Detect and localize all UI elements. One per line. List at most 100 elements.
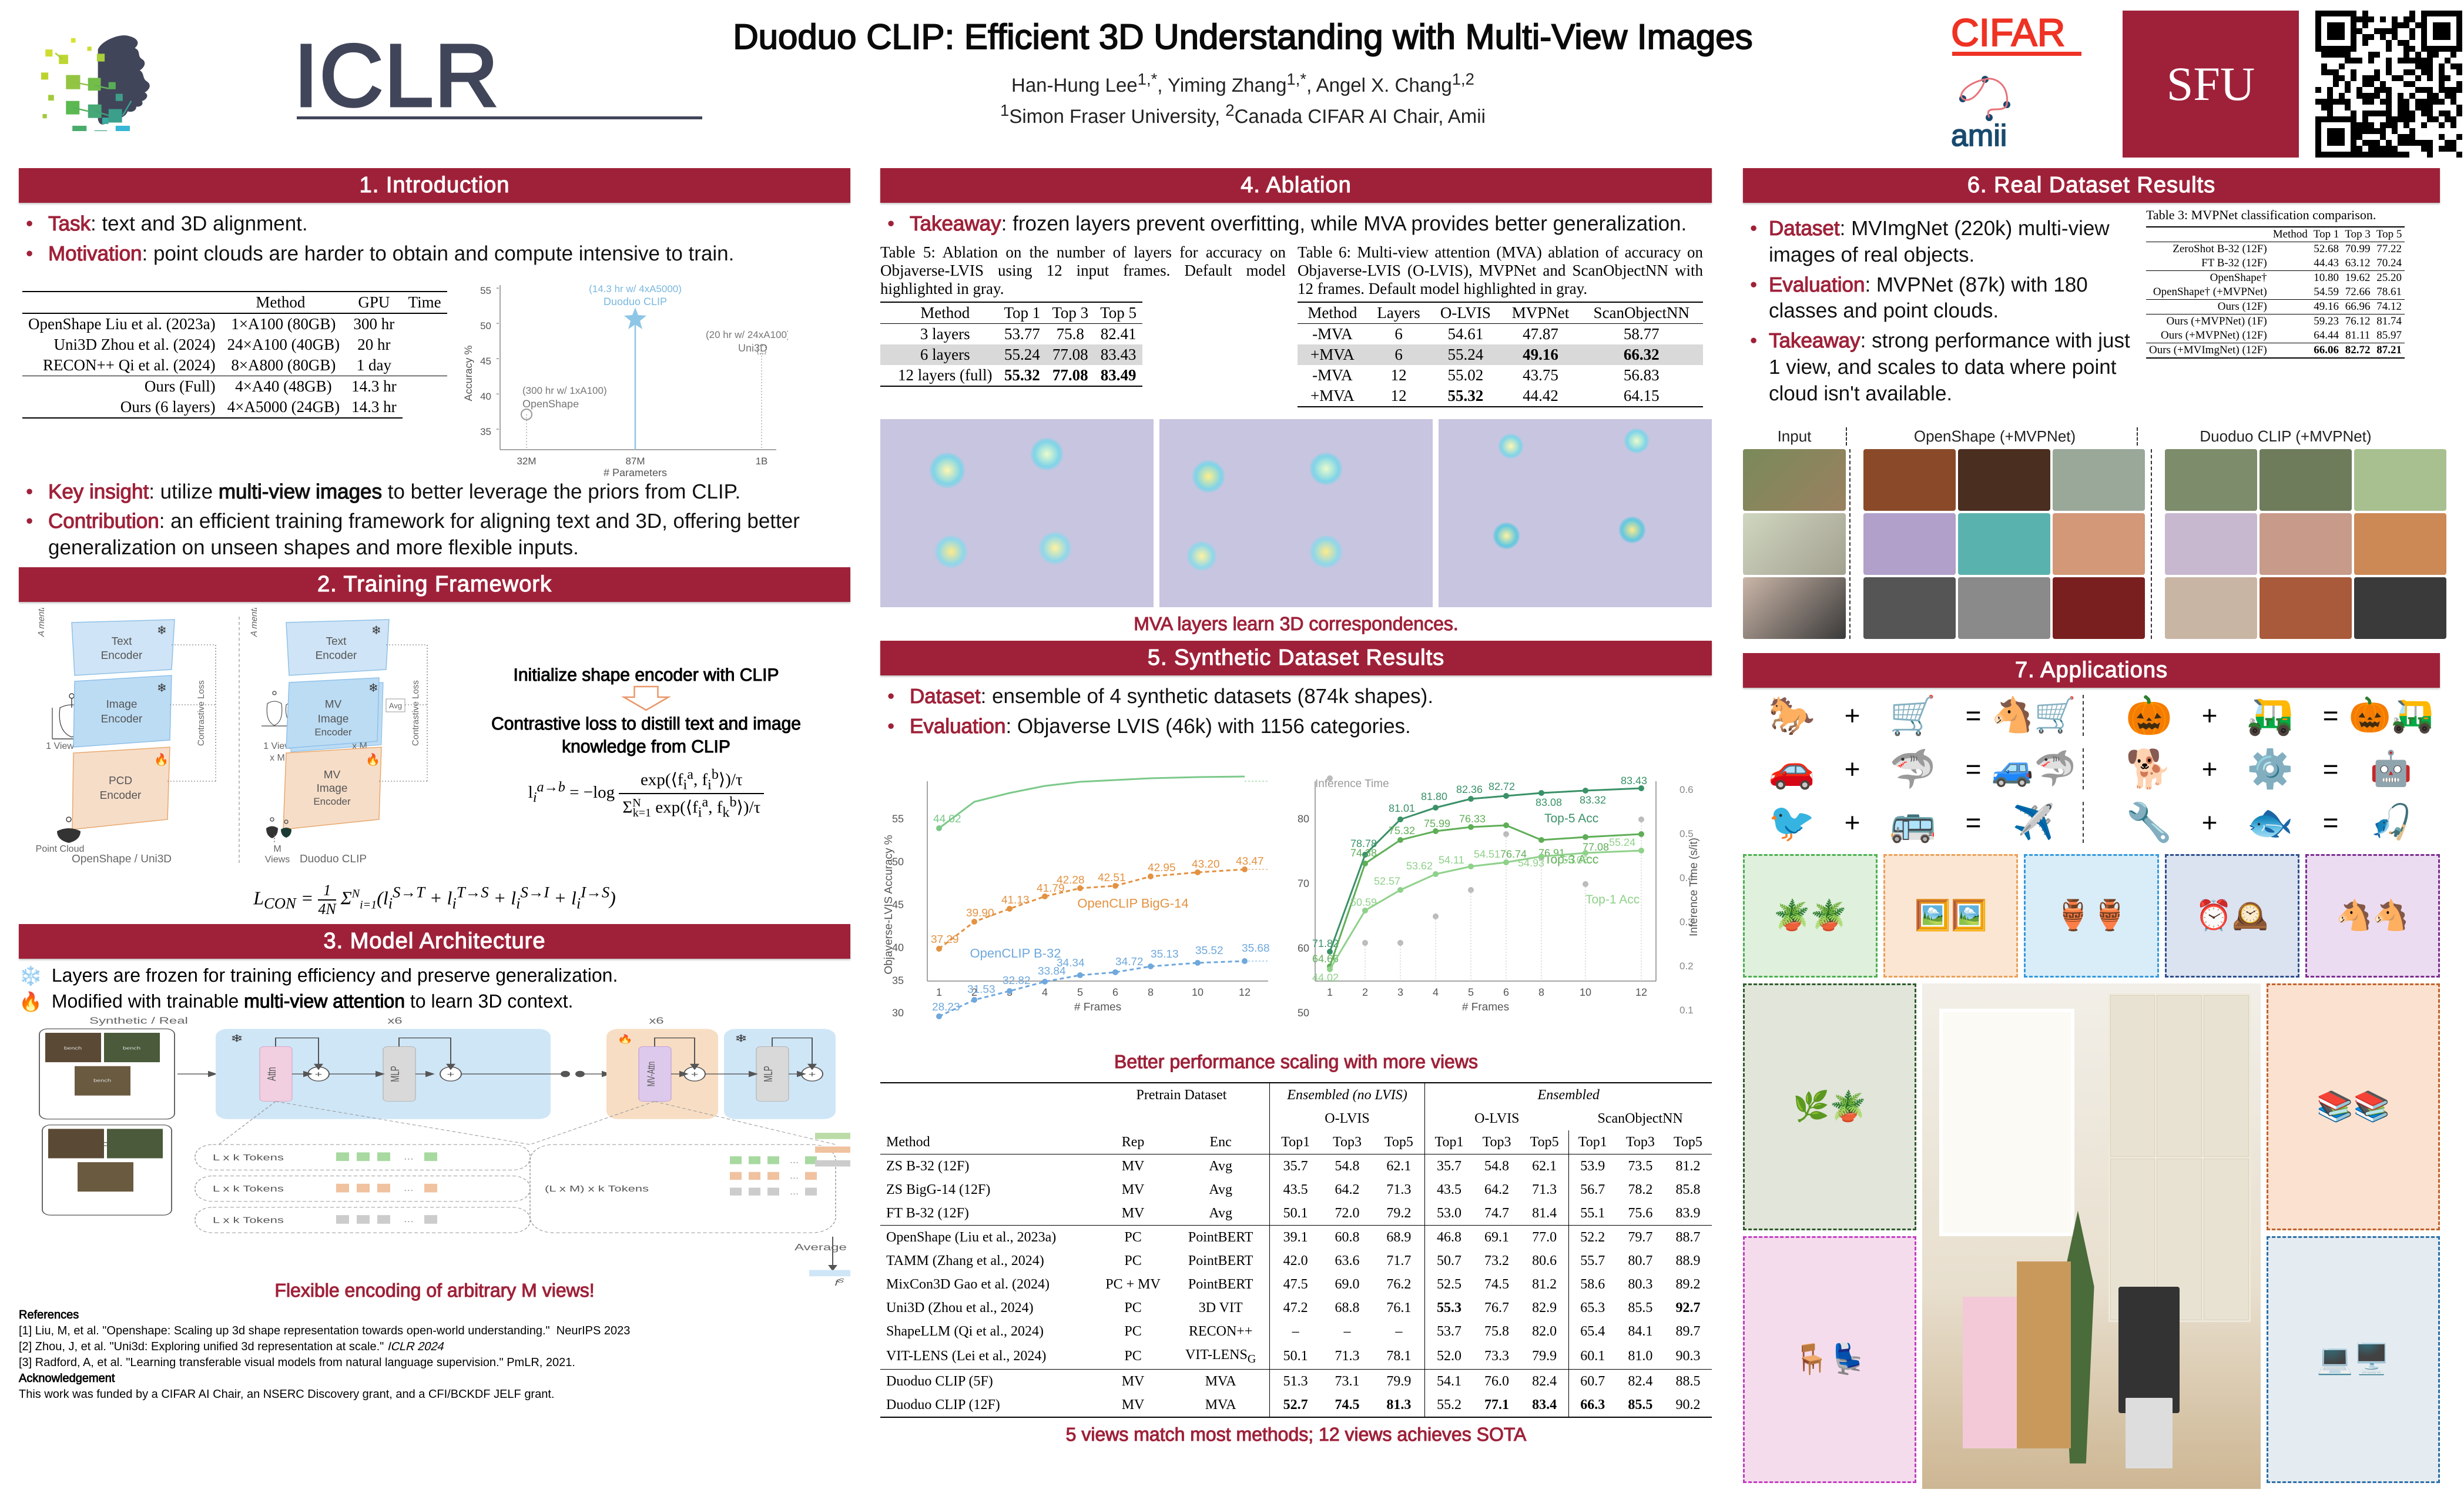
svg-text:60: 60	[1298, 942, 1309, 954]
svg-text:5: 5	[1077, 986, 1083, 998]
svg-text:L x k Tokens: L x k Tokens	[213, 1152, 284, 1162]
svg-text:Views: Views	[265, 855, 290, 865]
svg-text:A mental cradle chair ...: A mental cradle chair ...	[36, 608, 46, 637]
svg-text:x M: x M	[270, 753, 285, 763]
svg-text:MLP: MLP	[762, 1066, 775, 1082]
svg-text:45: 45	[480, 356, 491, 367]
svg-text:Synthetic / Real: Synthetic / Real	[89, 1016, 188, 1026]
svg-text:-: -	[496, 353, 499, 364]
svg-text:-: -	[496, 317, 499, 329]
svg-text:32M: 32M	[517, 456, 536, 467]
svg-text:50.59: 50.59	[1350, 896, 1377, 908]
svg-text:81.80: 81.80	[1421, 791, 1447, 802]
svg-text:(L x M) x k Tokens: (L x M) x k Tokens	[545, 1184, 649, 1193]
svg-text:Top-1 Acc: Top-1 Acc	[1585, 893, 1640, 906]
svg-text:4: 4	[1433, 986, 1439, 998]
svg-text:Uni3D: Uni3D	[738, 342, 767, 354]
svg-text:Text: Text	[326, 635, 347, 648]
svg-text:MV: MV	[325, 698, 342, 711]
svg-text:55: 55	[892, 813, 904, 825]
svg-text:M: M	[273, 844, 281, 854]
svg-text:# Frames: # Frames	[1074, 1001, 1121, 1013]
svg-text:70: 70	[1298, 878, 1309, 889]
svg-text:54.51: 54.51	[1474, 848, 1500, 860]
svg-text:39.90: 39.90	[966, 907, 994, 919]
svg-text:OpenCLIP B-32: OpenCLIP B-32	[970, 946, 1061, 960]
svg-text:...: ...	[404, 1184, 414, 1193]
svg-text:35.13: 35.13	[1151, 948, 1179, 960]
svg-text:Contrastive Loss: Contrastive Loss	[196, 680, 206, 746]
svg-text:Encoder: Encoder	[100, 789, 142, 802]
svg-text:8: 8	[1538, 986, 1544, 998]
svg-text:2: 2	[1362, 986, 1368, 998]
svg-text:43.47: 43.47	[1236, 855, 1264, 868]
svg-text:Average: Average	[794, 1243, 847, 1253]
svg-text:Top-5 Acc: Top-5 Acc	[1544, 812, 1598, 825]
svg-text:87M: 87M	[625, 456, 645, 467]
svg-text:50: 50	[480, 320, 491, 332]
svg-text:x6: x6	[387, 1016, 402, 1026]
svg-text:# Frames: # Frames	[1462, 1001, 1509, 1013]
svg-text:-: -	[496, 388, 499, 399]
svg-text:10: 10	[1580, 986, 1591, 998]
svg-text:bench: bench	[64, 1046, 82, 1050]
svg-text:bench: bench	[123, 1046, 140, 1050]
svg-text:Encoder: Encoder	[314, 727, 352, 738]
svg-text:...: ...	[790, 1189, 799, 1196]
svg-text:...: ...	[790, 1157, 799, 1164]
svg-text:⋮: ⋮	[270, 834, 279, 844]
svg-text:Encoder: Encoder	[101, 650, 143, 662]
svg-text:amii: amii	[1951, 119, 2007, 153]
svg-text:41.13: 41.13	[1001, 894, 1030, 906]
svg-text:6: 6	[1112, 986, 1118, 998]
svg-text:8: 8	[1148, 986, 1154, 998]
svg-text:bench: bench	[93, 1078, 111, 1083]
svg-text:Accuracy %: Accuracy %	[462, 345, 474, 401]
svg-text:40: 40	[480, 391, 491, 402]
svg-text:75.99: 75.99	[1424, 818, 1450, 829]
svg-text:52.57: 52.57	[1374, 875, 1400, 887]
svg-text:MLP: MLP	[388, 1066, 401, 1082]
svg-text:-: -	[496, 282, 499, 293]
svg-text:CIFAR: CIFAR	[1951, 12, 2065, 54]
svg-text:Contrastive Loss: Contrastive Loss	[411, 680, 421, 746]
svg-text:35: 35	[892, 975, 904, 986]
svg-text:+: +	[447, 1069, 455, 1079]
svg-text:35.68: 35.68	[1242, 942, 1270, 955]
svg-text:🔥: 🔥	[617, 1034, 633, 1044]
svg-text:55.24: 55.24	[1609, 836, 1635, 848]
svg-text:Image: Image	[106, 698, 138, 711]
svg-text:83.32: 83.32	[1580, 794, 1606, 806]
svg-text:1: 1	[1327, 986, 1333, 998]
svg-text:76.33: 76.33	[1459, 813, 1486, 825]
svg-text:Inference Time: Inference Time	[1315, 778, 1389, 790]
svg-text:MV-Attn: MV-Attn	[646, 1062, 658, 1087]
svg-text:Text: Text	[112, 635, 133, 648]
svg-text:0.1: 0.1	[1679, 1005, 1694, 1016]
svg-text:+: +	[691, 1069, 699, 1079]
svg-text:fS: fS	[834, 1277, 844, 1286]
svg-text:Image: Image	[317, 782, 348, 795]
svg-text:❄: ❄	[371, 624, 381, 637]
svg-text:Encoder: Encoder	[101, 713, 143, 725]
svg-text:43.20: 43.20	[1192, 858, 1220, 871]
svg-text:🔥: 🔥	[366, 752, 380, 767]
svg-text:+: +	[315, 1069, 323, 1079]
svg-text:44.02: 44.02	[933, 813, 961, 825]
svg-text:44.02: 44.02	[1312, 972, 1339, 983]
svg-text:0.6: 0.6	[1679, 784, 1694, 795]
svg-text:+: +	[809, 1069, 816, 1079]
svg-text:37.29: 37.29	[931, 933, 959, 946]
svg-text:75.32: 75.32	[1389, 825, 1415, 836]
svg-text:1: 1	[936, 986, 942, 998]
svg-text:82.36: 82.36	[1456, 784, 1483, 795]
svg-text:55: 55	[480, 285, 491, 296]
svg-text:54.11: 54.11	[1439, 854, 1464, 866]
svg-text:10: 10	[1192, 986, 1203, 998]
svg-text:Objaverse-LVIS Accuracy %: Objaverse-LVIS Accuracy %	[883, 835, 895, 975]
svg-text:4: 4	[1042, 986, 1048, 998]
svg-text:...: ...	[404, 1153, 414, 1162]
svg-text:32.82: 32.82	[1003, 975, 1031, 987]
svg-text:❄: ❄	[230, 1033, 243, 1045]
svg-text:Avg: Avg	[389, 701, 402, 710]
